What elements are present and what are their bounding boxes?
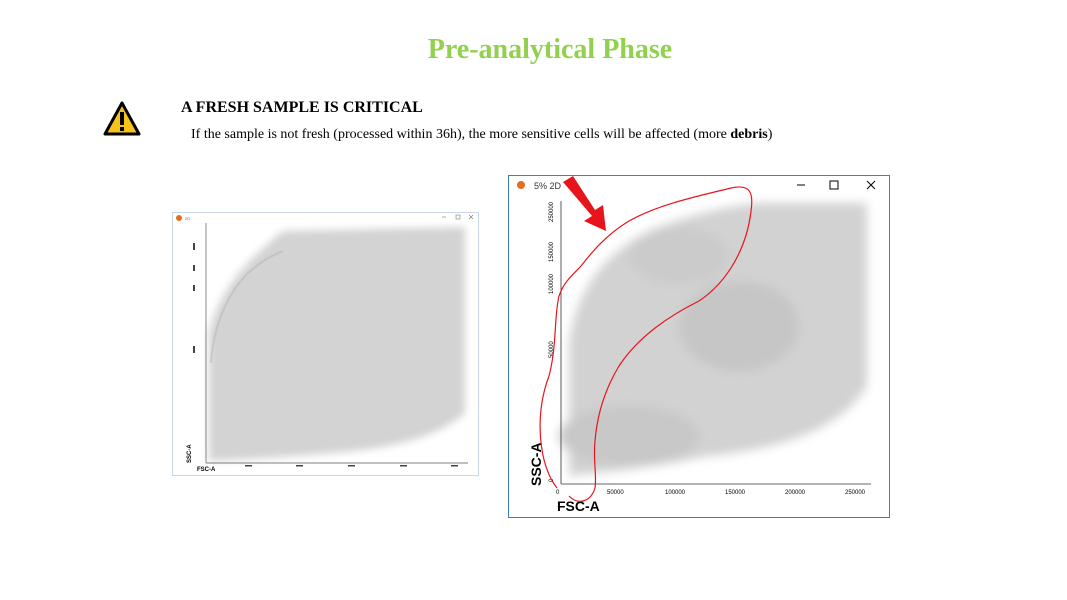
app-logo-icon [517, 181, 525, 189]
body-text-prefix: If the sample is not fresh (processed wi… [191, 127, 731, 142]
page-title: Pre-analytical Phase [427, 34, 673, 65]
small-y-ticks [193, 243, 195, 353]
close-icon[interactable] [866, 180, 876, 190]
x-tick-label: 150000 [725, 490, 746, 496]
small-y-axis-label: SSC-A [187, 444, 193, 463]
y-tick-label: 250000 [549, 201, 555, 222]
x-tick-label: 250000 [845, 490, 866, 496]
small-window-title: 2D [185, 216, 190, 221]
x-tick-label: 200000 [785, 490, 806, 496]
maximize-icon[interactable] [829, 180, 839, 190]
app-logo-icon [176, 215, 182, 221]
section-heading: A FRESH SAMPLE IS CRITICAL [181, 99, 423, 116]
x-tick-label: 100000 [665, 490, 686, 496]
y-tick-label: 150000 [549, 241, 555, 262]
y-tick-label: 100000 [549, 273, 555, 294]
small-density-cloud [209, 227, 465, 461]
warning-triangle-icon [103, 101, 141, 136]
body-text: If the sample is not fresh (processed wi… [191, 127, 772, 143]
small-plot: 2D FSC-A SSC-A [176, 214, 474, 473]
close-icon[interactable] [468, 214, 474, 220]
x-tick-label: 50000 [607, 490, 624, 496]
body-text-suffix: ) [767, 127, 773, 142]
x-tick-label: 0 [556, 490, 560, 496]
small-x-ticks [245, 465, 458, 467]
maximize-icon[interactable] [455, 214, 461, 220]
large-x-axis-label: FSC-A [557, 498, 600, 514]
large-plot: 5% 2D 0 50000 100000 150000 200000 25000… [517, 176, 876, 514]
red-arrow-icon [563, 176, 606, 231]
large-x-tick-labels: 0 50000 100000 150000 200000 250000 [556, 490, 866, 496]
small-x-axis-label: FSC-A [197, 467, 216, 473]
large-density-cloud [559, 203, 867, 476]
large-window-title: 5% 2D [534, 181, 562, 191]
y-tick-label: 50000 [549, 341, 555, 358]
large-plot-window: 5% 2D 0 50000 100000 150000 200000 25000… [508, 175, 890, 518]
body-text-bold: debris [730, 127, 768, 142]
large-y-axis-label: SSC-A [528, 442, 544, 486]
small-plot-window: 2D FSC-A SSC-A [172, 212, 479, 476]
debris-gate-outline [539, 186, 753, 502]
